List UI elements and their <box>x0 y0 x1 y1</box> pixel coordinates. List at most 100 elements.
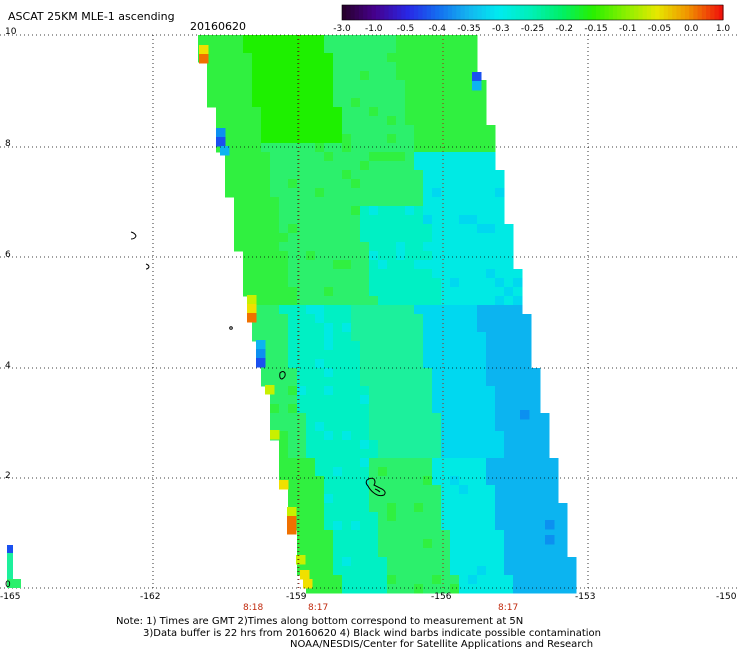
swath-cell <box>486 242 496 252</box>
swath-cell <box>360 242 370 252</box>
swath-cell <box>315 152 325 162</box>
swath-cell <box>405 539 415 549</box>
swath-cell <box>558 575 568 585</box>
swath-cell <box>387 134 397 144</box>
swath-cell <box>396 287 406 297</box>
swath-cell <box>387 485 397 495</box>
swath-cell <box>297 305 307 315</box>
swath-cell <box>351 467 361 477</box>
swath-cell <box>504 458 514 468</box>
swath-cell <box>477 80 487 90</box>
colorbar-cell <box>659 5 665 20</box>
swath-cell <box>324 35 334 45</box>
swath-cell <box>414 404 424 414</box>
swath-cell <box>288 53 298 63</box>
swath-cell <box>333 521 343 531</box>
swath-cell <box>405 269 415 279</box>
swath-cell <box>459 584 469 594</box>
swath-cell <box>486 152 496 162</box>
swath-cell <box>252 116 262 126</box>
swath-cell <box>468 215 478 225</box>
swath-cell <box>297 431 307 441</box>
swath-cell <box>225 143 235 153</box>
swath-cell <box>405 332 415 342</box>
swath-cell <box>342 323 352 333</box>
swath-cell <box>432 107 442 117</box>
swath-cell <box>378 458 388 468</box>
colorbar-cell <box>638 5 644 20</box>
swath-cell <box>261 107 271 117</box>
swath-cell <box>423 62 433 72</box>
swath-cell <box>522 314 532 324</box>
swath-cell <box>297 422 307 432</box>
swath-cell <box>468 179 478 189</box>
swath-cell <box>360 134 370 144</box>
swath-cell <box>369 116 379 126</box>
swath-cell <box>531 431 541 441</box>
swath-cell <box>297 44 307 54</box>
swath-cell <box>315 314 325 324</box>
swath-cell <box>297 485 307 495</box>
swath-cell <box>486 260 496 270</box>
swath-cell <box>414 242 424 252</box>
swath-cell <box>459 107 469 117</box>
swath-cell <box>369 458 379 468</box>
swath-cell <box>351 197 361 207</box>
colorbar-cell <box>634 5 639 20</box>
swath-cell <box>504 323 514 333</box>
swath-cell <box>459 260 469 270</box>
swath-cell <box>477 485 487 495</box>
swath-cell <box>270 170 280 180</box>
swath-cell <box>477 440 487 450</box>
swath-cell <box>306 179 316 189</box>
swath-cell <box>459 188 469 198</box>
swath-cell <box>243 170 253 180</box>
swath-cell <box>486 494 496 504</box>
swath-cell <box>504 476 514 486</box>
swath-cell <box>297 296 307 306</box>
swath-cell <box>396 134 406 144</box>
swath-cell <box>279 404 289 414</box>
swath-cell <box>297 476 307 486</box>
swath-cell <box>270 71 280 81</box>
swath-cell <box>369 386 379 396</box>
swath-cell <box>513 467 523 477</box>
swath-cell <box>342 584 352 594</box>
swath-cell <box>270 422 280 432</box>
swath-cell <box>405 161 415 171</box>
swath-cell <box>387 575 397 585</box>
swath-cell <box>252 98 262 108</box>
swath-cell <box>360 125 370 135</box>
swath-cell <box>414 548 424 558</box>
swath-cell <box>504 269 514 279</box>
swath-cell <box>396 98 406 108</box>
swath-cell <box>396 521 406 531</box>
swath-cell <box>405 188 415 198</box>
swath-cell <box>234 215 244 225</box>
swath-cell <box>423 458 433 468</box>
swath-cell <box>486 269 496 279</box>
swath-cell <box>378 134 388 144</box>
colorbar-cell <box>477 5 483 20</box>
swath-cell <box>288 386 298 396</box>
swath-cell <box>540 467 550 477</box>
colorbar-cell <box>363 5 368 20</box>
swath-cell <box>342 53 352 63</box>
swath-cell <box>459 197 469 207</box>
swath-cell <box>414 413 424 423</box>
swath-cell <box>396 278 406 288</box>
swath-cell <box>360 584 370 594</box>
island-outline <box>279 371 286 380</box>
swath-cell <box>396 458 406 468</box>
swath-cell <box>441 494 451 504</box>
swath-cell <box>423 53 433 63</box>
swath-highlight-cell <box>216 137 226 147</box>
swath-cell <box>531 476 541 486</box>
swath-cell <box>405 575 415 585</box>
swath-cell <box>486 170 496 180</box>
swath-cell <box>423 566 433 576</box>
swath-cell <box>477 296 487 306</box>
swath-cell <box>414 341 424 351</box>
swath-cell <box>423 314 433 324</box>
swath-cell <box>333 197 343 207</box>
